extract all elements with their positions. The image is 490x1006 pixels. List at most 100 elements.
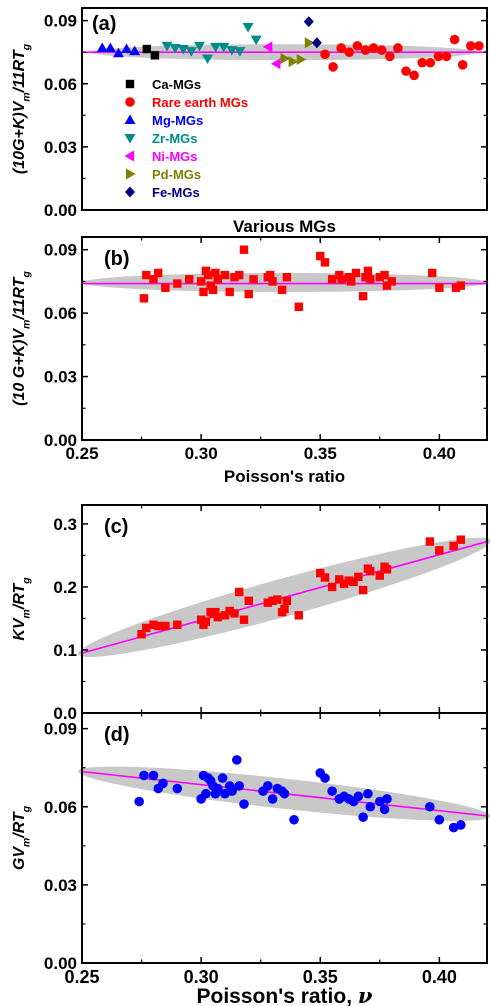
data-point: [456, 535, 465, 544]
data-point: [335, 575, 344, 584]
data-point: [382, 281, 392, 290]
y-tick-label: 0.3: [53, 515, 77, 534]
data-point: [150, 51, 160, 60]
data-point: [380, 270, 389, 280]
data-point: [425, 801, 435, 812]
data-point: [268, 277, 277, 286]
data-point: [316, 251, 325, 261]
data-point: [376, 45, 387, 55]
data-point: [232, 755, 242, 765]
plot-frame: [81, 7, 488, 211]
data-point: [262, 41, 273, 53]
data-point: [466, 41, 476, 51]
data-point: [320, 773, 330, 783]
data-point: [320, 573, 330, 582]
data-point: [344, 576, 354, 585]
legend-label: Mg-MGs: [152, 113, 203, 128]
legend-label: Pd-MGs: [152, 167, 201, 182]
data-point: [121, 43, 133, 54]
data-point: [220, 611, 230, 620]
data-point: [335, 270, 344, 280]
data-point: [379, 804, 390, 815]
data-point: [249, 275, 258, 284]
panel-c: 0.0 0.1 0.2 0.3 (c) KVm/RTg: [11, 504, 490, 723]
data-point: [161, 41, 173, 52]
y-axis-label: (10G+K)Vm/11RTg: [11, 43, 33, 174]
data-point: [441, 51, 452, 62]
data-point: [213, 275, 222, 284]
data-point: [125, 186, 135, 198]
data-point: [316, 568, 325, 578]
data-point: [196, 277, 206, 286]
data-point: [204, 270, 213, 280]
data-point: [337, 275, 346, 284]
data-point: [267, 794, 278, 804]
x-tick-label: 0.25: [64, 967, 99, 987]
data-point: [435, 546, 444, 555]
data-point: [213, 612, 222, 622]
data-point: [435, 283, 444, 292]
panel-label: (a): [92, 13, 116, 35]
y-tick-label: 0.09: [44, 241, 77, 260]
data-point: [134, 796, 144, 807]
data-point: [449, 541, 458, 551]
legend-label: Ca-MGs: [152, 77, 201, 92]
data-point: [456, 281, 465, 290]
data-point: [235, 587, 244, 597]
x-tick-label: 0.35: [303, 967, 338, 987]
data-point: [172, 783, 183, 794]
data-point: [201, 788, 211, 799]
y-tick-label: 0.03: [44, 876, 77, 895]
data-point: [417, 57, 428, 68]
data-point: [202, 54, 214, 64]
data-point: [220, 270, 230, 280]
y-tick-label: 0.00: [44, 201, 77, 220]
data-point: [449, 34, 460, 45]
data-point: [366, 566, 375, 576]
data-point: [177, 45, 189, 55]
data-point: [208, 285, 218, 295]
data-point: [266, 270, 275, 280]
data-point: [344, 47, 355, 57]
data-point: [244, 289, 253, 299]
data-point: [225, 287, 234, 297]
data-point: [428, 268, 437, 278]
data-point: [112, 47, 124, 58]
data-point: [211, 268, 220, 278]
data-point: [368, 43, 379, 53]
y-tick-label: 0.03: [44, 138, 77, 157]
data-point: [161, 283, 170, 292]
data-point: [154, 268, 163, 278]
data-point: [126, 168, 136, 180]
data-point: [273, 595, 282, 604]
x-tick-label: 0.35: [304, 444, 337, 463]
x-axis-label: Poisson's ratio, ν: [197, 983, 373, 1006]
data-point: [358, 585, 368, 595]
data-point: [347, 277, 356, 286]
data-point: [280, 604, 289, 614]
data-point: [173, 620, 182, 629]
data-point: [142, 44, 151, 54]
data-point: [433, 51, 444, 62]
data-point: [351, 268, 361, 278]
data-point: [125, 97, 135, 107]
data-point: [282, 596, 292, 606]
data-point: [139, 770, 149, 781]
panel-b: 0.00 0.03 0.06 0.09 0.25 0.30 0.35 0.40 (b) Poiss…: [11, 236, 488, 486]
y-axis-label: GVm/RTg: [11, 805, 33, 870]
data-point: [185, 47, 197, 57]
data-point: [268, 596, 277, 606]
data-point: [361, 272, 370, 282]
data-point: [148, 770, 159, 781]
data-point: [239, 615, 249, 624]
data-point: [457, 60, 468, 70]
data-point: [263, 781, 273, 791]
x-tick-label: 0.40: [423, 444, 456, 463]
y-tick-label: 0.0: [53, 704, 77, 723]
data-point: [311, 37, 322, 49]
data-point: [327, 582, 337, 592]
panel-d: 0.00 0.03 0.06 0.09 0.25 0.30 0.35 0.40 (d) Poiss…: [11, 712, 490, 1006]
data-point: [363, 788, 373, 799]
data-point: [339, 579, 349, 588]
